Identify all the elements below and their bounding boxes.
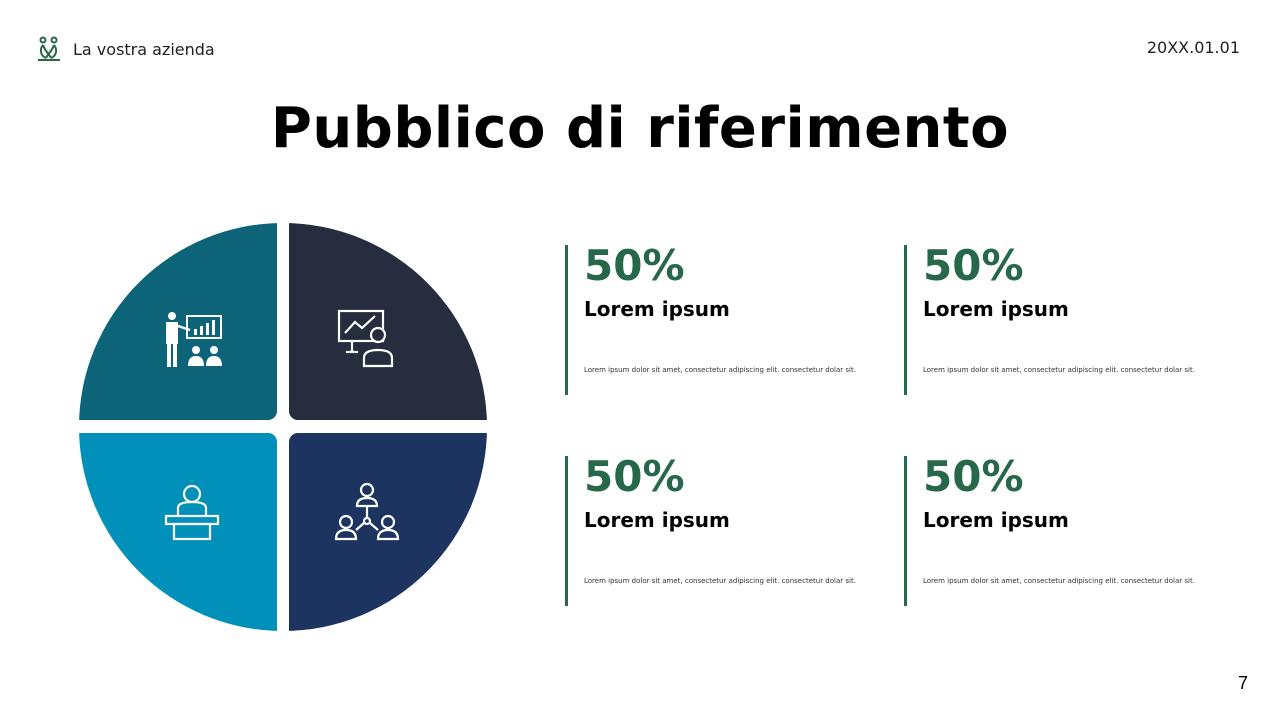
quadrant-diagram bbox=[79, 223, 487, 631]
stat-value: 50% bbox=[584, 452, 685, 501]
person-presentation-board-icon bbox=[337, 309, 394, 368]
stat-description: Lorem ipsum dolor sit amet, consectetur … bbox=[584, 366, 856, 374]
stat-card: 50% Lorem ipsum Lorem ipsum dolor sit am… bbox=[904, 456, 1224, 606]
team-network-icon bbox=[334, 482, 400, 541]
stat-heading: Lorem ipsum bbox=[584, 297, 730, 321]
speaker-podium-icon bbox=[164, 484, 220, 541]
company-name: La vostra azienda bbox=[73, 39, 215, 59]
presenter-chart-audience-icon bbox=[166, 312, 222, 367]
people-logo-icon bbox=[38, 36, 60, 61]
stat-value: 50% bbox=[923, 241, 1024, 290]
stat-card: 50% Lorem ipsum Lorem ipsum dolor sit am… bbox=[565, 456, 885, 606]
quadrant-bottom-left bbox=[79, 433, 277, 631]
page-title: Pubblico di riferimento bbox=[270, 96, 1010, 161]
quadrant-bottom-right bbox=[289, 433, 487, 631]
quadrant-top-right bbox=[289, 223, 487, 420]
stat-value: 50% bbox=[584, 241, 685, 290]
stat-description: Lorem ipsum dolor sit amet, consectetur … bbox=[923, 366, 1195, 374]
stat-heading: Lorem ipsum bbox=[584, 508, 730, 532]
stat-value: 50% bbox=[923, 452, 1024, 501]
stat-card: 50% Lorem ipsum Lorem ipsum dolor sit am… bbox=[565, 245, 885, 395]
stat-description: Lorem ipsum dolor sit amet, consectetur … bbox=[584, 577, 856, 585]
brand: La vostra azienda bbox=[37, 36, 215, 62]
stat-heading: Lorem ipsum bbox=[923, 297, 1069, 321]
quadrant-top-left bbox=[79, 223, 277, 420]
date: 20XX.01.01 bbox=[1146, 38, 1240, 57]
stat-description: Lorem ipsum dolor sit amet, consectetur … bbox=[923, 577, 1195, 585]
page-number: 7 bbox=[1237, 673, 1248, 693]
stat-card: 50% Lorem ipsum Lorem ipsum dolor sit am… bbox=[904, 245, 1224, 395]
stat-heading: Lorem ipsum bbox=[923, 508, 1069, 532]
